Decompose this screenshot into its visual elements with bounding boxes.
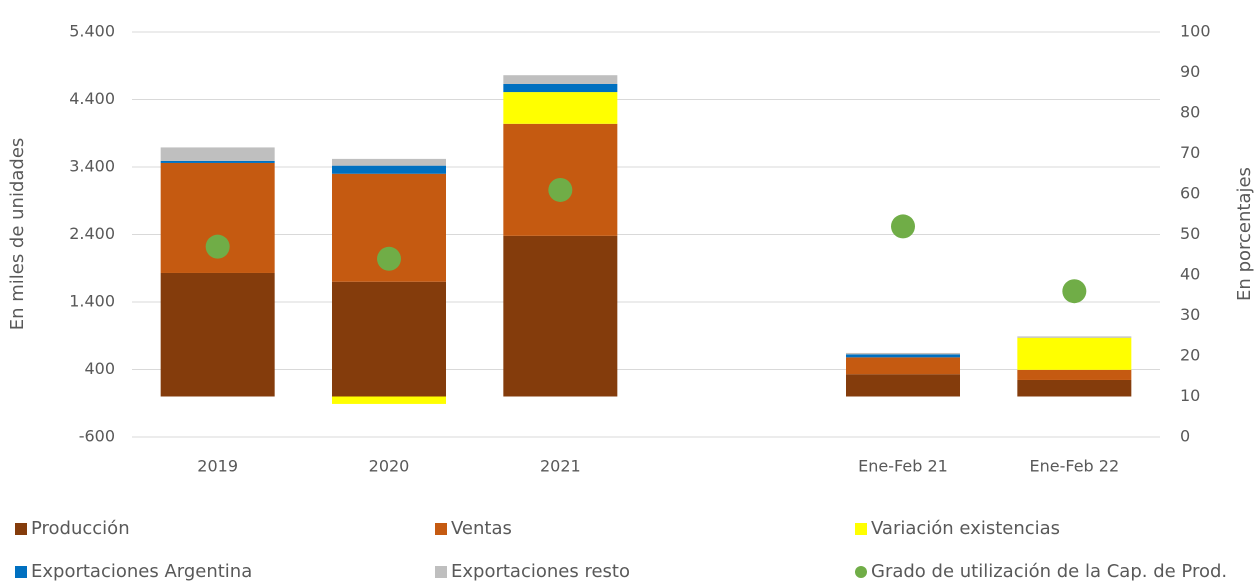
x-tick-label: 2021 [540, 457, 581, 476]
y2-tick-label: 80 [1180, 103, 1200, 122]
scatter-point [548, 177, 573, 202]
y2-tick-label: 10 [1180, 386, 1200, 405]
scatter-point [1062, 279, 1087, 304]
x-tick-label: 2019 [197, 457, 238, 476]
y-tick-label: 2.400 [69, 224, 115, 243]
x-tick-label: Ene-Feb 21 [858, 457, 948, 476]
legend-label: Grado de utilización de la Cap. de Prod. [871, 561, 1227, 581]
y-tick-label: -600 [79, 427, 115, 446]
bar-segment [503, 83, 618, 93]
bar-segment [1017, 336, 1132, 338]
legend-swatch [435, 523, 447, 535]
legend-label: Producción [31, 518, 130, 539]
y2-tick-label: 40 [1180, 265, 1200, 284]
y2-tick-label: 20 [1180, 346, 1200, 365]
y-tick-label: 1.400 [69, 292, 115, 311]
x-tick-label: Ene-Feb 22 [1030, 457, 1120, 476]
bar-segment [160, 160, 275, 163]
y-tick-label: 400 [84, 359, 115, 378]
y2-axis-title: En porcentajes [1234, 167, 1255, 301]
scatter-point [891, 214, 915, 239]
legend-swatch [855, 566, 867, 578]
bar-segment [1017, 369, 1132, 380]
y2-tick-label: 50 [1180, 224, 1200, 243]
y2-tick-label: 70 [1180, 143, 1200, 162]
bar-segment [332, 165, 446, 174]
bar-segment [1017, 337, 1132, 370]
legend-swatch [15, 566, 27, 578]
bar-segment [332, 396, 446, 404]
scatter-point [205, 234, 230, 259]
legend-label: Variación existencias [871, 518, 1060, 539]
bar-segment [1017, 379, 1132, 397]
bar-segment [332, 281, 446, 397]
bar-segment [846, 357, 960, 375]
bar-segment [503, 92, 618, 124]
y2-tick-label: 100 [1180, 22, 1211, 41]
scatter-point [377, 246, 401, 271]
bar-segment [332, 158, 446, 166]
legend-swatch [855, 523, 867, 535]
bar-segment [846, 354, 960, 358]
bar-segment [846, 352, 960, 355]
bar-segment [503, 235, 618, 397]
y-tick-label: 3.400 [69, 157, 115, 176]
bar-segment [846, 374, 960, 397]
y2-tick-label: 30 [1180, 305, 1200, 324]
y2-tick-label: 90 [1180, 62, 1200, 81]
y-axis-title: En miles de unidades [7, 138, 28, 331]
legend-swatch [15, 523, 27, 535]
legend-label: Exportaciones resto [451, 561, 630, 581]
x-tick-label: 2020 [369, 457, 410, 476]
legend-label: Exportaciones Argentina [31, 561, 252, 581]
y-tick-label: 4.400 [69, 89, 115, 108]
y2-tick-label: 0 [1180, 427, 1190, 446]
y2-tick-label: 60 [1180, 184, 1200, 203]
y-tick-label: 5.400 [69, 22, 115, 41]
legend-label: Ventas [451, 518, 512, 539]
bar-segment [160, 272, 275, 397]
legend-swatch [435, 566, 447, 578]
bar-segment [160, 147, 275, 161]
bar-segment [503, 75, 618, 84]
